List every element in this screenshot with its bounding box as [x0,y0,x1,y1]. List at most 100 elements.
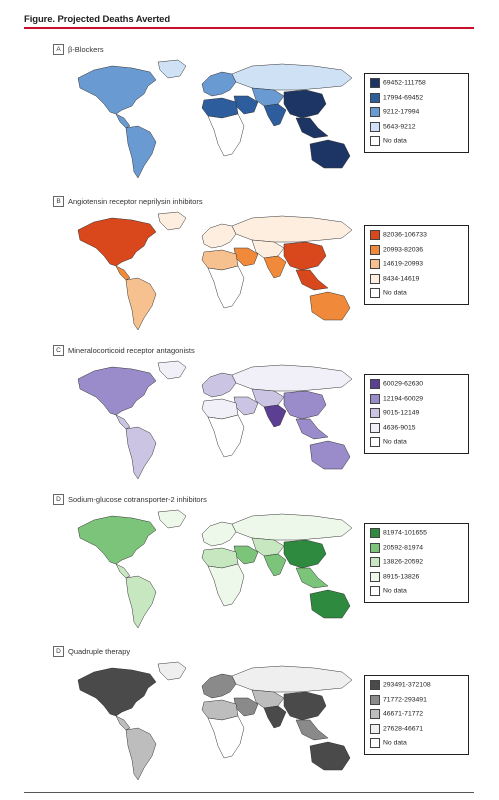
region-east-asia [283,390,327,420]
panel-letter: C [53,345,64,356]
panel-heading: D Sodium-glucose cotransporter-2 inhibito… [53,494,207,505]
legend-swatch [370,107,380,117]
legend-label: 12194-60029 [383,395,424,402]
region-greenland [157,509,187,529]
legend-item: 8915-13826 [370,571,420,583]
panel-letter: A [53,44,64,55]
region-australia [309,741,351,771]
panel-title: β-Blockers [68,45,104,54]
legend-item: No data [370,288,407,299]
panel-letter: D [53,494,64,505]
region-greenland [157,211,187,231]
region-south-asia [263,255,287,279]
legend-swatch [370,288,380,298]
region-africa-north [201,398,239,420]
world-map [77,509,353,629]
region-africa-south [207,414,245,458]
legend-item: 81974-101655 [370,528,427,539]
legend-item: 293491-372108 [370,680,431,691]
region-south-asia [263,103,287,127]
region-se-asia [295,567,329,589]
legend-label: No data [383,438,407,446]
legend-swatch [370,709,380,719]
region-se-asia [295,418,329,440]
legend-item: 9212-17994 [370,107,419,118]
region-europe [201,71,237,97]
legend-label: 5643-9212 [383,123,416,130]
panel-title: Sodium-glucose cotransporter-2 inhibitor… [68,495,207,504]
legend: 81974-101655 20592-81974 13826-20592 8915-1… [364,523,469,603]
region-greenland [157,661,187,681]
legend-item: 20592-81974 [370,542,423,554]
region-south-america [125,277,157,331]
legend: 69452-111758 17994-69452 9212-17994 5643-92… [364,73,469,153]
legend-label: No data [383,587,407,595]
panel-heading: C Mineralocorticoid receptor antagonists [53,345,195,356]
legend-swatch [370,379,380,389]
panel-sglt2: D Sodium-glucose cotransporter-2 inhibito… [24,494,474,634]
legend-swatch [370,393,380,404]
region-east-asia [283,539,327,569]
region-africa-south [207,715,245,759]
legend-label: 14619-20993 [383,260,424,268]
legend-swatch [370,571,380,582]
world-map [77,360,353,480]
panel-title: Quadruple therapy [68,647,131,656]
legend-swatch [370,121,380,132]
panel-letter: B [53,196,64,207]
panel-mra: C Mineralocorticoid receptor antagonists … [24,345,474,485]
panel-letter: D [53,646,64,657]
legend-swatch [370,408,380,418]
legend-item: 8434-14619 [370,273,420,285]
region-africa-north [201,547,239,569]
title-rule [24,27,474,29]
region-south-asia [263,404,287,428]
legend-label: 8915-13826 [383,573,420,580]
region-south-america [125,426,157,480]
legend-swatch [370,680,380,690]
panel-heading: B Angiotensin receptor neprilysin inhibit… [53,196,203,207]
legend-swatch [370,694,380,705]
region-north-america [77,366,157,416]
legend-swatch [370,557,380,567]
region-africa-south [207,113,245,157]
region-north-america [77,515,157,565]
region-africa-south [207,563,245,607]
legend-item: No data [370,586,407,597]
legend-label: 8434-14619 [383,275,420,282]
legend-label: 69452-111758 [383,79,426,87]
legend-swatch [370,273,380,284]
region-russia [231,63,353,91]
region-east-asia [283,89,327,119]
region-australia [309,440,351,470]
region-se-asia [295,117,329,139]
legend: 60029-62630 12194-60029 9015-12149 4636-901… [364,374,469,454]
legend-label: 293491-372108 [383,681,431,689]
legend-item: No data [370,136,407,147]
region-australia [309,139,351,169]
region-africa-north [201,249,239,271]
region-north-america [77,65,157,115]
legend-item: 60029-62630 [370,379,423,390]
region-central-america [115,715,131,731]
legend-swatch [370,528,380,538]
legend-swatch [370,422,380,433]
panel-quadruple: D Quadruple therapy 293491-372108 71772-29… [24,646,474,786]
legend-label: 71772-293491 [383,696,427,703]
legend-label: No data [383,739,407,747]
region-greenland [157,59,187,79]
region-central-america [115,265,131,281]
legend-label: 9015-12149 [383,409,420,417]
legend-item: 14619-20993 [370,259,423,270]
world-map [77,211,353,331]
legend-swatch [370,92,380,103]
legend-swatch [370,259,380,269]
legend-label: 46671-71772 [383,710,424,718]
legend-swatch [370,136,380,146]
legend-label: 13826-20592 [383,558,424,566]
legend-item: 82036-106733 [370,230,427,241]
legend-swatch [370,437,380,447]
legend-item: 4636-9015 [370,422,416,434]
